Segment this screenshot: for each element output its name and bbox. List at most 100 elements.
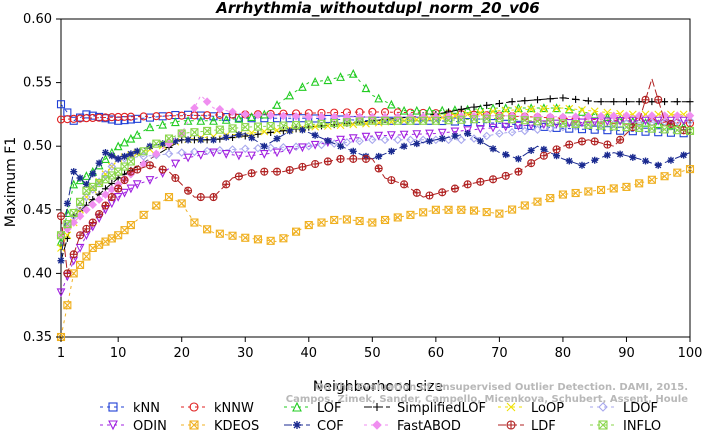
data-point-ldf [565,140,574,149]
data-point-kdeos [406,210,415,219]
data-point-cof [337,142,345,150]
data-point-kdeos [164,193,174,202]
plot-frame [60,18,691,338]
legend-label: kNNW [214,401,254,416]
data-point-inflo [292,121,301,130]
data-point-kdeos [203,225,212,234]
data-point-ldf [184,186,193,195]
data-point-odin [526,121,536,130]
data-point-knnw [152,112,161,121]
legend-item-kdeos: KDEOS [181,419,259,434]
data-point-odin [120,188,129,198]
data-point-lof [259,109,269,119]
data-point-kdeos [419,208,428,217]
data-point-inflo [380,116,390,125]
data-point-simplifiedlof [229,134,237,142]
data-point-odin [298,143,307,153]
data-point-knnw [88,113,97,123]
data-point-kdeos [139,210,148,219]
data-point-kdeos [495,209,504,218]
data-point-ldf [641,95,650,104]
data-point-ldof [304,141,314,151]
x-tick-label: 1 [57,346,65,361]
data-point-kdeos [368,218,377,227]
data-point-lof [539,103,549,113]
data-point-kdeos [660,172,669,181]
data-point-cof [286,127,294,135]
data-point-fastabod [673,111,682,120]
x-axis: 1 10 20 30 40 50 60 70 80 90 100 [57,337,702,361]
data-point-odin [56,288,66,298]
data-point-ldf [82,224,91,233]
data-point-kdeos [152,201,161,210]
data-point-ldf [107,193,116,202]
data-point-ldf [196,193,205,202]
data-point-fastabod [266,111,275,120]
data-point-ldf [476,177,485,186]
data-point-kdeos [241,233,250,242]
data-point-inflo [215,125,224,134]
series-line-ldf [60,77,691,274]
data-point-odin [196,151,206,160]
data-point-lof [209,116,218,125]
legend-item-inflo: INFLO [590,419,661,434]
series-lof [56,68,691,246]
x-tick-label: 80 [555,346,572,361]
data-point-cof [171,137,179,145]
data-point-cof [298,126,306,134]
data-point-inflo [355,117,364,126]
data-point-kdeos [330,215,339,225]
data-point-lof [310,77,320,86]
data-point-cof [76,174,84,182]
data-point-kdeos [393,213,402,222]
data-point-ldf [95,209,104,219]
data-point-cof [235,131,243,139]
series-line-kdeos [60,168,691,338]
data-point-lof [653,119,663,128]
data-point-cof [654,161,662,169]
data-point-fastabod [82,205,91,215]
data-point-cof [70,168,78,176]
data-point-lof [298,82,307,91]
data-point-cof [133,147,141,155]
legend: kNN kNNW LOF SimplifiedLOF LoOP LDOF ODIN KDEOS… [100,401,661,434]
data-point-cof [553,152,561,160]
data-point-odin [590,117,600,127]
legend-marker-kdeos [189,420,199,430]
data-point-knn [196,111,205,120]
data-point-inflo [253,122,263,131]
data-point-odin [514,121,523,131]
data-point-knn [285,114,294,123]
data-point-lof [348,68,358,78]
data-point-fastabod [152,149,161,159]
data-point-ldf [603,140,612,149]
data-point-inflo [69,208,78,218]
data-point-inflo [660,125,669,134]
data-point-ldf [76,231,85,240]
data-point-lof [425,105,434,115]
data-point-kdeos [609,184,618,193]
data-point-inflo [622,123,631,132]
data-point-knnw [69,114,78,123]
data-point-cof [426,137,434,145]
data-point-loop [565,104,574,113]
legend-item-knnw: kNNW [181,401,254,416]
legend-marker-lof [292,401,302,412]
data-point-kdeos [431,205,440,214]
watermark-line-1: On the Evaluation of Unsupervised Outlie… [315,382,688,393]
data-point-simplifiedlof [470,103,478,111]
data-point-kdeos [342,215,351,224]
legend-label: FastABOD [397,419,461,434]
data-point-ldf [666,119,675,128]
data-point-simplifiedlof [508,98,516,106]
data-point-ldf [654,95,663,104]
data-point-ldof [634,118,644,128]
legend-marker-knn [108,402,118,412]
data-point-ldof [685,116,695,126]
legend-item-ldof: LDOF [590,401,658,416]
data-point-kdeos [520,201,529,210]
data-point-lof [590,109,600,119]
data-point-inflo [546,118,555,127]
legend-marker-loop [506,402,516,412]
data-point-cof [114,155,122,163]
